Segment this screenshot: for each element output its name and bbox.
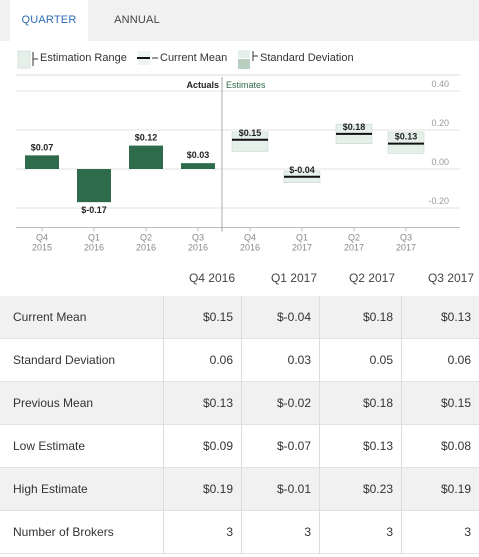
- table-cell: $0.23: [319, 468, 401, 511]
- table-cell: $0.19: [163, 468, 241, 511]
- table-cell: 0.03: [241, 339, 319, 382]
- table-cell: 3: [241, 511, 319, 554]
- actual-bar: [25, 155, 59, 169]
- estimation-range-icon: [17, 50, 38, 69]
- chart-marks: [25, 123, 425, 203]
- x-tick-label: Q3: [400, 233, 412, 243]
- table-cell: 3: [401, 511, 479, 554]
- y-tick-label: 0.00: [431, 157, 449, 167]
- row-label: High Estimate: [13, 482, 88, 496]
- actuals-label: Actuals: [186, 80, 219, 90]
- tab-quarter[interactable]: QUARTER: [10, 0, 88, 41]
- grid-lines: [16, 74, 460, 232]
- x-tick-label: 2016: [84, 243, 104, 253]
- table-cell: $-0.01: [241, 468, 319, 511]
- table-cell: 0.06: [401, 339, 479, 382]
- table-cell: $0.08: [401, 425, 479, 468]
- table-cell: $0.13: [319, 425, 401, 468]
- standard-deviation-icon: [238, 50, 258, 69]
- row-label: Standard Deviation: [13, 353, 116, 367]
- y-tick-label: 0.20: [431, 118, 449, 128]
- actual-data-label: $0.03: [187, 150, 210, 160]
- table-row: Previous Mean $0.13 $-0.02 $0.18 $0.15: [0, 382, 479, 425]
- x-tick-label: Q1: [88, 233, 100, 243]
- x-tick-label: 2017: [396, 243, 416, 253]
- actual-bar: [77, 169, 111, 203]
- period-tabs: QUARTER ANNUAL: [0, 0, 479, 41]
- table-cell: 0.06: [163, 339, 241, 382]
- column-header: Q2 2017: [348, 271, 395, 285]
- table-cell: $0.15: [163, 296, 241, 339]
- column-header: Q1 2017: [270, 271, 317, 285]
- x-tick-label: Q2: [348, 233, 360, 243]
- row-label: Current Mean: [13, 310, 87, 324]
- estimate-data-label: $0.13: [395, 132, 418, 142]
- table-cell: $0.13: [401, 296, 479, 339]
- column-header: Q3 2017: [427, 271, 474, 285]
- x-tick-label: Q2: [140, 233, 152, 243]
- current-mean-icon: [137, 51, 158, 65]
- legend-estimation-range-label: Estimation Range: [40, 52, 127, 64]
- table-row: Standard Deviation 0.06 0.03 0.05 0.06: [0, 339, 479, 382]
- actual-data-label: $0.12: [135, 133, 158, 143]
- table-row: High Estimate $0.19 $-0.01 $0.23 $0.19: [0, 468, 479, 511]
- table-header: Q4 2016 Q1 2017 Q2 2017 Q3 2017: [0, 267, 479, 295]
- estimates-label: Estimates: [226, 80, 266, 90]
- table-row: Low Estimate $0.09 $-0.07 $0.13 $0.08: [0, 425, 479, 468]
- table-cell: $0.09: [163, 425, 241, 468]
- y-tick-label: 0.40: [431, 79, 449, 89]
- table-cell: 3: [163, 511, 241, 554]
- actual-data-label: $0.07: [31, 142, 54, 152]
- x-tick-label: Q4: [36, 233, 48, 243]
- estimate-data-label: $-0.04: [289, 165, 315, 175]
- row-label: Number of Brokers: [13, 525, 114, 539]
- table-cell: $-0.04: [241, 296, 319, 339]
- x-tick-label: Q4: [244, 233, 256, 243]
- actual-bar: [181, 163, 215, 169]
- x-tick-label: 2016: [188, 243, 208, 253]
- x-tick-label: 2015: [32, 243, 52, 253]
- table-cell: 0.05: [319, 339, 401, 382]
- x-tick-label: Q1: [296, 233, 308, 243]
- row-label: Previous Mean: [13, 396, 94, 410]
- table-cell: $-0.07: [241, 425, 319, 468]
- x-tick-label: 2016: [240, 243, 260, 253]
- actual-bar: [129, 145, 163, 169]
- y-tick-label: -0.20: [428, 196, 449, 206]
- row-label: Low Estimate: [13, 439, 86, 453]
- x-tick-label: 2016: [136, 243, 156, 253]
- table-cell: $0.18: [319, 296, 401, 339]
- table-cell: $-0.02: [241, 382, 319, 425]
- legend-current-mean-label: Current Mean: [160, 52, 228, 64]
- table-row: Current Mean $0.15 $-0.04 $0.18 $0.13: [0, 296, 479, 339]
- table-cell: $0.13: [163, 382, 241, 425]
- x-tick-label: 2017: [344, 243, 364, 253]
- estimate-range-box: [231, 131, 269, 152]
- estimate-data-label: $0.18: [343, 122, 366, 132]
- estimate-data-label: $0.15: [239, 128, 262, 138]
- x-tick-label: Q3: [192, 233, 204, 243]
- table-cell: 3: [319, 511, 401, 554]
- legend-standard-deviation-label: Standard Deviation: [260, 52, 354, 64]
- table-row: Number of Brokers 3 3 3 3: [0, 511, 479, 554]
- table-cell: $0.15: [401, 382, 479, 425]
- table-cell: $0.18: [319, 382, 401, 425]
- actual-data-label: $-0.17: [81, 205, 107, 215]
- x-tick-label: 2017: [292, 243, 312, 253]
- column-header: Q4 2016: [188, 271, 235, 285]
- table-cell: $0.19: [401, 468, 479, 511]
- tab-annual[interactable]: ANNUAL: [114, 14, 160, 26]
